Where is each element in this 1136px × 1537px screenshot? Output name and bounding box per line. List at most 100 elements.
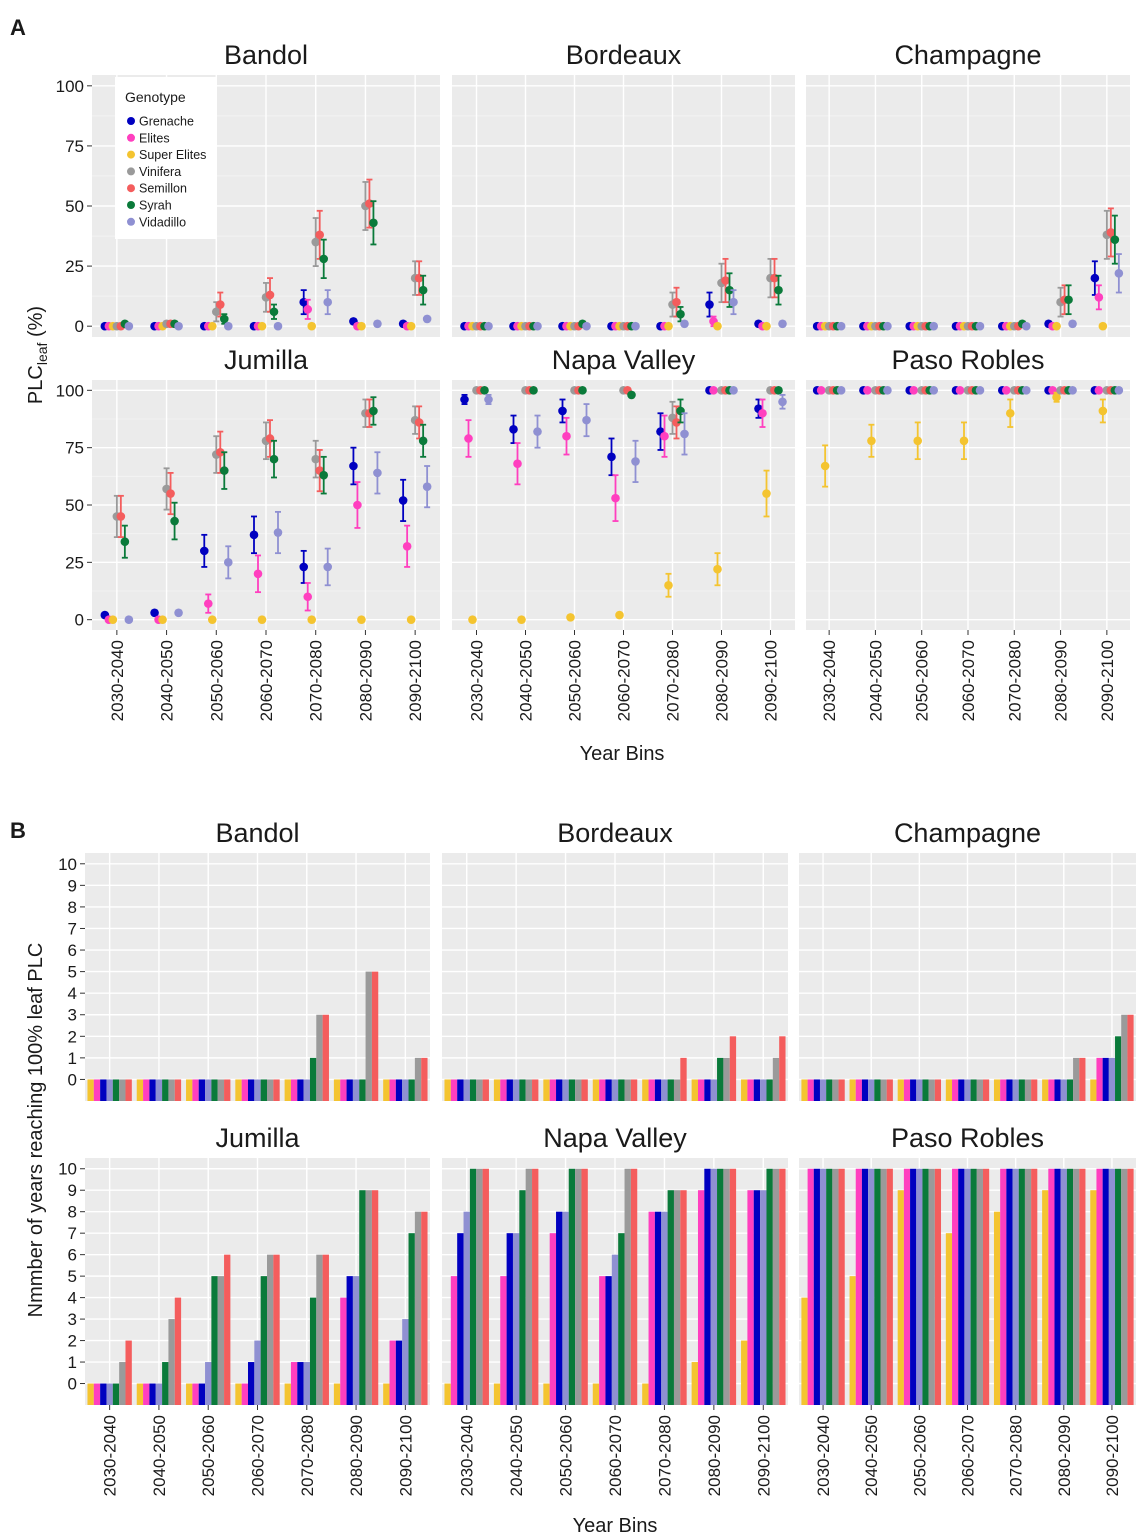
bar	[772, 1057, 780, 1101]
series-super-elites	[108, 615, 416, 624]
data-point	[199, 546, 209, 556]
bar	[519, 1079, 526, 1101]
bar	[100, 1079, 107, 1101]
y-tick-label: 100	[56, 381, 84, 400]
data-point	[1052, 392, 1061, 402]
data-point	[307, 615, 317, 624]
bar	[599, 1079, 606, 1101]
bar	[493, 1383, 501, 1405]
bar	[618, 1079, 625, 1101]
bar	[1000, 1079, 1007, 1101]
bar	[1121, 1168, 1128, 1405]
bar	[982, 1168, 990, 1405]
bar	[168, 1079, 175, 1101]
data-point	[480, 386, 489, 395]
data-point	[323, 562, 333, 572]
bar	[125, 1340, 132, 1405]
facet-title: Bordeaux	[557, 818, 673, 848]
bar	[340, 1297, 347, 1405]
data-point	[705, 300, 714, 309]
x-tick-label: 2050-2060	[910, 1415, 929, 1496]
x-tick-label: 2090-2100	[1098, 640, 1117, 721]
y-tick-label: 9	[68, 1181, 77, 1200]
bar	[648, 1211, 655, 1405]
bar	[549, 1233, 557, 1405]
bar	[723, 1168, 730, 1405]
data-point	[562, 431, 571, 441]
x-tick-label: 2090-2100	[754, 1415, 773, 1496]
facet-title: Champagne	[894, 818, 1041, 848]
bar	[1108, 1057, 1116, 1101]
bar	[697, 1079, 705, 1101]
bar	[168, 1319, 175, 1405]
bar	[568, 1168, 576, 1405]
bar	[605, 1276, 612, 1405]
bar	[801, 1297, 808, 1405]
data-point	[219, 314, 229, 324]
x-tick-label: 2060-2070	[615, 640, 634, 721]
bar	[1090, 1079, 1097, 1101]
data-point	[265, 290, 275, 300]
bar	[874, 1079, 881, 1101]
data-point	[913, 436, 923, 446]
facet-napa-valley: Napa Valley 2030-2040 2040-2050 2050-2060 20…	[452, 345, 795, 721]
bar	[704, 1079, 711, 1101]
bar	[618, 1233, 625, 1405]
data-point	[215, 300, 225, 309]
bar	[556, 1211, 563, 1405]
series-syrah	[112, 1057, 415, 1101]
series-super-elites	[801, 1190, 1097, 1405]
facet-champagne: Champagne	[799, 818, 1136, 1101]
data-point	[170, 516, 179, 526]
bar	[421, 1057, 428, 1101]
series-super-elites	[820, 391, 1108, 488]
bar	[753, 1190, 761, 1405]
data-point	[203, 599, 213, 608]
bar	[958, 1168, 965, 1405]
y-tick-label: 5	[68, 1267, 77, 1286]
panel-letter-a: A	[10, 15, 26, 40]
data-point	[778, 397, 787, 407]
series-elites	[450, 1190, 754, 1405]
facet-title: Jumilla	[215, 1123, 300, 1153]
bar	[575, 1079, 582, 1101]
series-grenache	[100, 446, 408, 620]
bar	[174, 1079, 182, 1101]
facet-paso-robles: Paso Robles 2030-2040 2040-2050 2050-2060 20…	[799, 1123, 1136, 1496]
legend-item-grenache: Grenache	[127, 115, 194, 129]
bar	[333, 1079, 341, 1101]
bar	[155, 1383, 163, 1405]
series-super-elites	[87, 1383, 390, 1405]
x-tick-label: 2070-2080	[1005, 640, 1024, 721]
data-point	[774, 285, 783, 295]
data-point	[975, 321, 985, 331]
data-point	[269, 454, 279, 464]
bar	[469, 1168, 477, 1405]
bar	[267, 1254, 274, 1405]
bar	[408, 1079, 415, 1101]
data-point	[725, 285, 734, 295]
data-point	[611, 493, 620, 503]
data-point	[1114, 269, 1124, 278]
bar	[395, 1079, 403, 1101]
data-point	[566, 613, 575, 622]
x-tick-label: 2050-2060	[566, 640, 585, 721]
bar	[421, 1211, 428, 1405]
series-super-elites	[87, 1079, 390, 1101]
series-grenache	[460, 386, 763, 477]
bar	[125, 1079, 132, 1101]
bar	[1031, 1079, 1038, 1101]
bar	[1031, 1168, 1038, 1405]
bar	[192, 1383, 199, 1405]
bar	[469, 1079, 477, 1101]
data-point	[215, 447, 225, 457]
y-tick-label: 10	[58, 855, 77, 874]
bar	[1096, 1057, 1103, 1101]
series-semillon	[828, 207, 1116, 331]
bar	[910, 1168, 917, 1405]
facet-title: Paso Robles	[891, 345, 1044, 375]
bar	[772, 1168, 780, 1405]
bar	[897, 1079, 904, 1101]
x-tick-label: 2060-2070	[249, 1415, 268, 1496]
legend-item-vinifera: Vinifera	[127, 165, 181, 179]
